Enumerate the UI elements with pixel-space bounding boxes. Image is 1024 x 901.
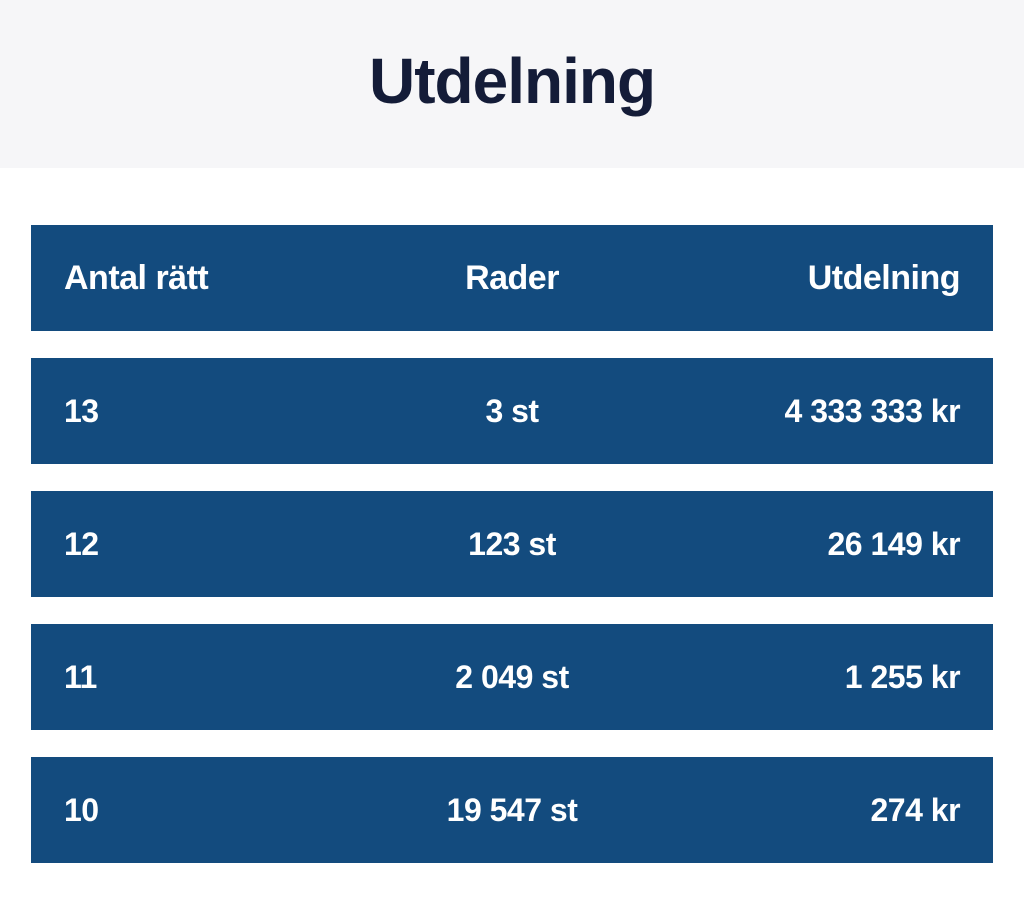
table-row: 13 3 st 4 333 333 kr bbox=[31, 358, 993, 464]
cell-antal-ratt: 10 bbox=[64, 791, 99, 828]
cell-rader: 19 547 st bbox=[446, 791, 578, 828]
payout-table: Antal rätt Rader Utdelning 13 3 st 4 333… bbox=[31, 225, 993, 863]
cell-antal-ratt: 13 bbox=[64, 392, 99, 429]
header-utdelning: Utdelning bbox=[807, 258, 961, 297]
cell-utdelning: 4 333 333 kr bbox=[784, 392, 961, 429]
cell-utdelning: 1 255 kr bbox=[844, 658, 961, 695]
header-rader: Rader bbox=[465, 258, 559, 297]
cell-utdelning: 274 kr bbox=[870, 791, 961, 828]
table-row: 10 19 547 st 274 kr bbox=[31, 757, 993, 863]
cell-antal-ratt: 12 bbox=[64, 525, 99, 562]
title-band: Utdelning bbox=[0, 0, 1024, 168]
table-row: 12 123 st 26 149 kr bbox=[31, 491, 993, 597]
cell-rader: 2 049 st bbox=[455, 658, 569, 695]
header-antal-ratt: Antal rätt bbox=[64, 258, 209, 297]
cell-antal-ratt: 11 bbox=[64, 658, 97, 695]
page-title: Utdelning bbox=[368, 45, 656, 117]
table-header-row: Antal rätt Rader Utdelning bbox=[31, 225, 993, 331]
table-row: 11 2 049 st 1 255 kr bbox=[31, 624, 993, 730]
cell-utdelning: 26 149 kr bbox=[827, 525, 961, 562]
cell-rader: 123 st bbox=[468, 525, 556, 562]
cell-rader: 3 st bbox=[485, 392, 539, 429]
